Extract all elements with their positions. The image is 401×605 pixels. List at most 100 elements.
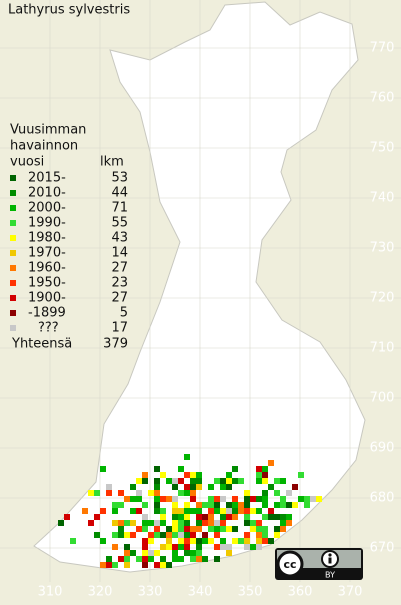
legend-heading: vuosi xyxy=(10,155,44,170)
record-square xyxy=(136,490,142,496)
legend-heading: havainnon xyxy=(10,139,78,154)
legend-swatch xyxy=(10,295,16,301)
record-square xyxy=(286,520,292,526)
record-square xyxy=(262,514,268,520)
record-square xyxy=(160,496,166,502)
record-square xyxy=(160,532,166,538)
record-square xyxy=(268,508,274,514)
record-square xyxy=(208,526,214,532)
record-square xyxy=(88,520,94,526)
record-square xyxy=(118,520,124,526)
record-square xyxy=(256,478,262,484)
record-square xyxy=(142,520,148,526)
record-square xyxy=(214,478,220,484)
y-tick-label: 690 xyxy=(370,441,395,456)
record-square xyxy=(298,472,304,478)
record-square xyxy=(244,496,250,502)
record-square xyxy=(172,484,178,490)
record-square xyxy=(208,538,214,544)
record-square xyxy=(118,532,124,538)
record-square xyxy=(184,514,190,520)
record-square xyxy=(226,484,232,490)
record-square xyxy=(244,508,250,514)
record-square xyxy=(250,496,256,502)
record-square xyxy=(244,544,250,550)
record-square xyxy=(214,532,220,538)
record-square xyxy=(196,556,202,562)
record-square xyxy=(196,478,202,484)
record-square xyxy=(184,526,190,532)
record-square xyxy=(226,502,232,508)
record-square xyxy=(172,526,178,532)
record-square xyxy=(178,478,184,484)
legend-count: 14 xyxy=(111,246,128,261)
record-square xyxy=(226,514,232,520)
record-square xyxy=(154,562,160,568)
record-square xyxy=(274,514,280,520)
record-square xyxy=(256,508,262,514)
record-square xyxy=(124,496,130,502)
legend-label: 1950- xyxy=(28,276,66,291)
record-square xyxy=(190,538,196,544)
record-square xyxy=(184,490,190,496)
y-tick-label: 750 xyxy=(370,141,395,156)
record-square xyxy=(112,562,118,568)
record-square xyxy=(172,496,178,502)
record-square xyxy=(262,466,268,472)
record-square xyxy=(292,484,298,490)
record-square xyxy=(124,556,130,562)
legend-label: 1900- xyxy=(28,291,66,306)
record-square xyxy=(214,508,220,514)
record-square xyxy=(94,514,100,520)
record-square xyxy=(154,520,160,526)
record-square xyxy=(106,562,112,568)
record-square xyxy=(136,556,142,562)
record-square xyxy=(232,478,238,484)
record-square xyxy=(100,562,106,568)
record-square xyxy=(208,484,214,490)
record-square xyxy=(178,526,184,532)
y-tick-label: 770 xyxy=(370,41,395,56)
record-square xyxy=(274,478,280,484)
record-square xyxy=(256,466,262,472)
record-square xyxy=(214,496,220,502)
record-square xyxy=(274,532,280,538)
record-square xyxy=(232,538,238,544)
record-square xyxy=(196,514,202,520)
record-square xyxy=(166,562,172,568)
record-square xyxy=(250,508,256,514)
record-square xyxy=(262,490,268,496)
by-text: BY xyxy=(325,571,335,580)
license-badge: cc BY xyxy=(275,548,363,580)
legend-label: 2010- xyxy=(28,186,66,201)
legend-total-label: Yhteensä xyxy=(11,337,72,352)
record-square xyxy=(256,526,262,532)
record-square xyxy=(196,520,202,526)
legend-swatch xyxy=(10,205,16,211)
record-square xyxy=(214,526,220,532)
record-square xyxy=(58,520,64,526)
record-square xyxy=(280,502,286,508)
record-square xyxy=(178,466,184,472)
record-square xyxy=(262,538,268,544)
record-square xyxy=(130,532,136,538)
record-square xyxy=(184,550,190,556)
legend-count-heading: lkm xyxy=(100,155,124,170)
record-square xyxy=(238,478,244,484)
y-tick-label: 720 xyxy=(370,291,395,306)
record-square xyxy=(184,520,190,526)
x-tick-label: 340 xyxy=(188,585,213,600)
record-square xyxy=(100,466,106,472)
record-square xyxy=(172,478,178,484)
record-square xyxy=(232,502,238,508)
legend-label: 1980- xyxy=(28,231,66,246)
legend-label: 1990- xyxy=(28,216,66,231)
record-square xyxy=(148,538,154,544)
record-square xyxy=(172,520,178,526)
record-square xyxy=(148,550,154,556)
legend-swatch xyxy=(10,175,16,181)
record-square xyxy=(100,538,106,544)
record-square xyxy=(220,508,226,514)
record-square xyxy=(148,532,154,538)
